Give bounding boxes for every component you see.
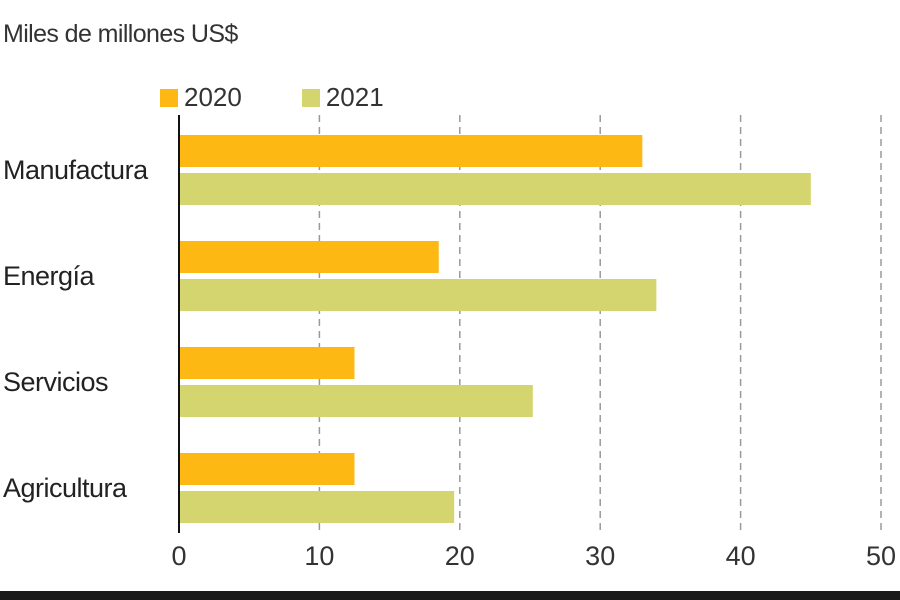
x-tick-label-10: 10: [304, 541, 334, 571]
bar-manufactura-2020: [179, 135, 643, 167]
legend: 2020 2021: [160, 82, 444, 113]
category-label-0: Manufactura: [3, 155, 149, 185]
category-label-3: Agricultura: [3, 473, 128, 503]
legend-label-2021: 2021: [325, 82, 384, 112]
legend-item-2021: 2021: [301, 82, 384, 113]
bar-agricultura-2020: [179, 453, 355, 485]
x-tick-label-20: 20: [445, 541, 475, 571]
category-label-2: Servicios: [3, 367, 108, 397]
legend-swatch-2020: [160, 88, 178, 107]
x-tick-label-50: 50: [866, 541, 896, 571]
x-tick-label-0: 0: [171, 541, 186, 571]
x-tick-label-30: 30: [585, 541, 615, 571]
category-label-1: Energía: [3, 261, 96, 291]
bar-servicios-2020: [179, 347, 355, 379]
unit-label: Miles de millones US$: [3, 20, 238, 48]
bar-servicios-2021: [179, 385, 533, 417]
bar-agricultura-2021: [179, 491, 455, 523]
bar-energía-2021: [179, 279, 657, 311]
x-tick-label-40: 40: [726, 541, 756, 571]
legend-label-2020: 2020: [184, 82, 242, 112]
bottom-bar: [0, 591, 900, 600]
legend-item-2020: 2020: [160, 82, 242, 113]
legend-swatch-2021: [301, 88, 320, 107]
bar-energía-2020: [179, 241, 439, 273]
bar-manufactura-2021: [179, 173, 811, 205]
